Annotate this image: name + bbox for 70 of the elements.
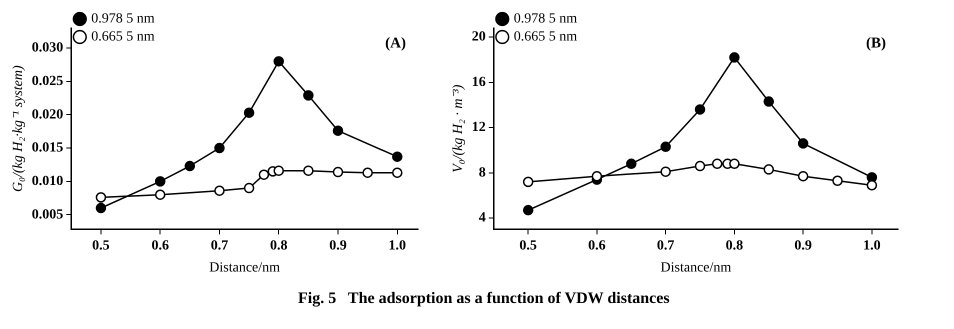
y-tick-label: 4 <box>478 210 486 226</box>
x-tick-label: 1.0 <box>388 238 406 254</box>
legend-label: 0.665 5 nm <box>514 30 578 45</box>
x-tick-label: 0.9 <box>329 238 347 254</box>
legend-label: 0.978 5 nm <box>91 12 155 27</box>
x-tick-label: 0.8 <box>270 238 288 254</box>
point <box>96 192 106 203</box>
x-tick-label: 0.9 <box>794 238 812 254</box>
point <box>626 158 637 170</box>
x-tick-label: 0.7 <box>210 238 228 254</box>
point <box>764 96 774 107</box>
point <box>362 167 373 178</box>
point <box>392 151 403 162</box>
x-tick-label: 0.5 <box>92 238 110 254</box>
point <box>244 107 254 118</box>
point <box>712 158 722 170</box>
point <box>694 104 706 115</box>
x-tick-label: 0.7 <box>656 238 674 254</box>
x-tick-label: 0.6 <box>151 238 169 254</box>
point <box>154 176 166 187</box>
point <box>332 166 344 178</box>
point <box>660 166 671 177</box>
x-axis-title: Distance/nm <box>209 260 280 276</box>
point <box>660 142 671 152</box>
point <box>96 202 106 214</box>
point <box>273 56 284 67</box>
point <box>832 175 843 186</box>
point <box>764 164 774 175</box>
x-tick-label: 0.5 <box>519 238 537 254</box>
point <box>729 158 740 170</box>
x-tick-label: 1.0 <box>863 238 881 254</box>
point <box>798 170 808 182</box>
y-tick-label: 0.010 <box>32 174 64 189</box>
y-tick-label: 0.025 <box>32 74 64 89</box>
y-axis-title: G₀/(kg H₂·kg⁻¹ system) <box>11 65 26 192</box>
x-tick-label: 0.6 <box>588 238 606 254</box>
point <box>244 182 254 194</box>
point <box>332 125 344 136</box>
point <box>392 167 403 178</box>
y-tick-label: 0.020 <box>32 107 64 122</box>
point <box>866 180 878 191</box>
point <box>522 204 534 216</box>
point <box>214 142 225 154</box>
y-tick-label: 0.015 <box>32 140 64 156</box>
point <box>798 138 808 149</box>
point <box>154 189 166 200</box>
point <box>184 160 196 172</box>
y-tick-label: 0.005 <box>32 207 64 222</box>
point <box>729 52 740 63</box>
legend-label: 0.665 5 nm <box>91 30 155 45</box>
annotation: (B) <box>866 35 886 52</box>
point <box>303 165 314 176</box>
point <box>273 165 284 176</box>
legend-label: 0.978 5 nm <box>514 12 578 27</box>
caption: Fig. 5 The adsorption as a function of VDW distances <box>298 290 670 308</box>
annotation: (A) <box>385 35 406 52</box>
y-tick-label: 16 <box>472 74 486 90</box>
point <box>522 176 534 188</box>
point <box>694 160 706 172</box>
point <box>592 170 602 182</box>
point <box>303 90 314 101</box>
x-axis-title: Distance/nm <box>660 260 732 276</box>
y-axis-title: V₀/(kg H₂ · m⁻³) <box>451 84 466 173</box>
y-tick-label: 8 <box>478 165 486 180</box>
x-tick-label: 0.8 <box>726 238 744 254</box>
y-tick-label: 20 <box>472 30 486 45</box>
point <box>214 185 225 196</box>
point <box>258 169 270 180</box>
y-tick-label: 0.030 <box>32 40 64 56</box>
y-tick-label: 12 <box>472 120 486 136</box>
